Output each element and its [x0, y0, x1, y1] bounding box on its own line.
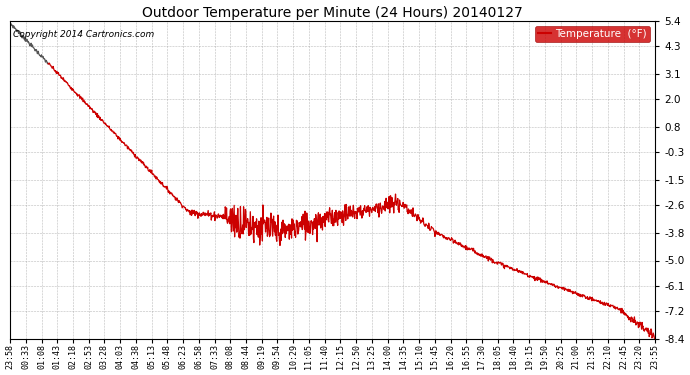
Legend: Temperature  (°F): Temperature (°F)	[535, 26, 650, 42]
Title: Outdoor Temperature per Minute (24 Hours) 20140127: Outdoor Temperature per Minute (24 Hours…	[142, 6, 523, 20]
Text: Copyright 2014 Cartronics.com: Copyright 2014 Cartronics.com	[13, 30, 155, 39]
